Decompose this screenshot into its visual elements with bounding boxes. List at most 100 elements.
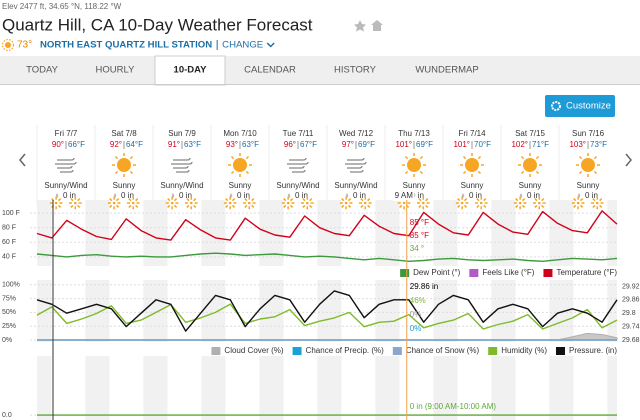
tab[interactable]: CALENDAR <box>244 65 296 76</box>
sun-ray <box>309 198 313 202</box>
series-line <box>36 290 618 332</box>
sun-ray <box>347 204 352 208</box>
night-band <box>211 356 226 420</box>
sun-ray <box>367 198 371 202</box>
night-band <box>607 356 617 420</box>
sun-ray <box>115 204 120 208</box>
sun-ray <box>193 198 197 202</box>
wind-line <box>60 169 74 173</box>
sun-ray <box>534 204 538 208</box>
sun-ray <box>477 170 482 175</box>
sun-ray <box>425 198 429 202</box>
sun-ray <box>109 198 113 202</box>
night-band <box>607 200 617 266</box>
high-temp: 96° <box>284 140 296 149</box>
sun-ray <box>457 198 461 202</box>
sun-ray <box>135 198 139 202</box>
sun-ray <box>593 170 598 175</box>
readout: 46% <box>410 296 426 305</box>
sun-ray <box>463 204 468 208</box>
y-tick-label: 50% <box>2 309 16 316</box>
prev-arrow[interactable] <box>19 153 26 167</box>
tab[interactable]: HISTORY <box>334 65 377 76</box>
current-temp: 73° <box>17 40 32 51</box>
sun-ray <box>520 155 525 160</box>
sun-icon <box>247 201 251 205</box>
sun-ray <box>404 170 409 175</box>
sun-ray <box>186 204 190 208</box>
night-band <box>327 280 342 342</box>
sun-ray <box>578 155 583 160</box>
y-tick-label: 25% <box>2 323 16 330</box>
tab[interactable]: HOURLY <box>96 65 136 76</box>
wind-line <box>347 157 365 161</box>
readout: 85 °F <box>410 231 429 240</box>
night-band <box>259 356 269 420</box>
low-temp: 66°F <box>68 140 85 149</box>
tab[interactable]: 10-DAY <box>174 65 208 76</box>
sun-ray <box>128 198 132 202</box>
sun-ray <box>109 204 113 208</box>
sun-ray <box>477 155 482 160</box>
sun-ray <box>70 198 74 202</box>
sun-ray <box>418 198 422 202</box>
high-temp: 101° <box>395 140 412 149</box>
night-band <box>433 280 443 342</box>
customize-button[interactable] <box>545 95 615 117</box>
legend-swatch <box>488 347 498 355</box>
day-label: Tue 7/11 <box>283 129 314 138</box>
series-line <box>36 252 618 262</box>
sun-ray <box>251 204 255 208</box>
sun-ray <box>193 204 197 208</box>
sun-ray <box>457 204 461 208</box>
next-arrow[interactable] <box>625 153 632 167</box>
sun-ray <box>167 198 171 202</box>
y-tick-label: 100 F <box>2 210 20 217</box>
legend-label: Cloud Cover (%) <box>224 346 283 355</box>
now-label-bg <box>392 191 415 201</box>
customize-label[interactable]: Customize <box>566 101 611 112</box>
night-band <box>607 280 617 342</box>
night-band <box>433 200 443 266</box>
high-temp: 102° <box>511 140 528 149</box>
condition: Sunny/Wind <box>334 181 377 190</box>
legend-label: Chance of Snow (%) <box>406 346 480 355</box>
tab[interactable]: WUNDERMAP <box>415 65 478 76</box>
high-temp: 93° <box>226 140 238 149</box>
condition: Sunny <box>113 181 136 190</box>
station-name[interactable]: NORTH EAST QUARTZ HILL STATION <box>40 40 212 51</box>
favorite-icons[interactable] <box>354 20 383 32</box>
sun-ray <box>483 198 487 202</box>
night-band <box>385 356 400 420</box>
sun-ray <box>302 198 306 202</box>
sun-icon <box>402 201 406 205</box>
night-band <box>143 356 153 420</box>
sun-ray <box>57 198 62 202</box>
night-band <box>443 280 458 342</box>
tab[interactable]: TODAY <box>26 65 59 76</box>
sun-ray <box>476 204 480 208</box>
high-temp: 97° <box>342 140 354 149</box>
low-temp: 70°F <box>474 140 491 149</box>
sun-icon <box>581 158 595 172</box>
wind-line <box>55 161 77 165</box>
wind-line <box>176 169 190 173</box>
night-band <box>375 356 385 420</box>
night-band <box>143 200 153 266</box>
day-label: Wed 7/12 <box>339 129 374 138</box>
y2-tick-label: 29.8 <box>622 310 636 317</box>
night-band <box>501 200 516 266</box>
precip: 0 in <box>63 191 76 200</box>
y-tick-label: 80 F <box>2 225 16 232</box>
sun-ray <box>419 170 424 175</box>
night-band <box>85 280 95 342</box>
change-link[interactable]: CHANGE <box>222 40 263 51</box>
night-band <box>327 356 342 420</box>
low-temp: 64°F <box>126 140 143 149</box>
night-band <box>559 200 574 266</box>
night-band <box>153 200 168 266</box>
sun-ray <box>483 204 487 208</box>
wind-line <box>57 165 73 169</box>
night-band <box>559 356 574 420</box>
current-sun-icon <box>1 38 15 52</box>
